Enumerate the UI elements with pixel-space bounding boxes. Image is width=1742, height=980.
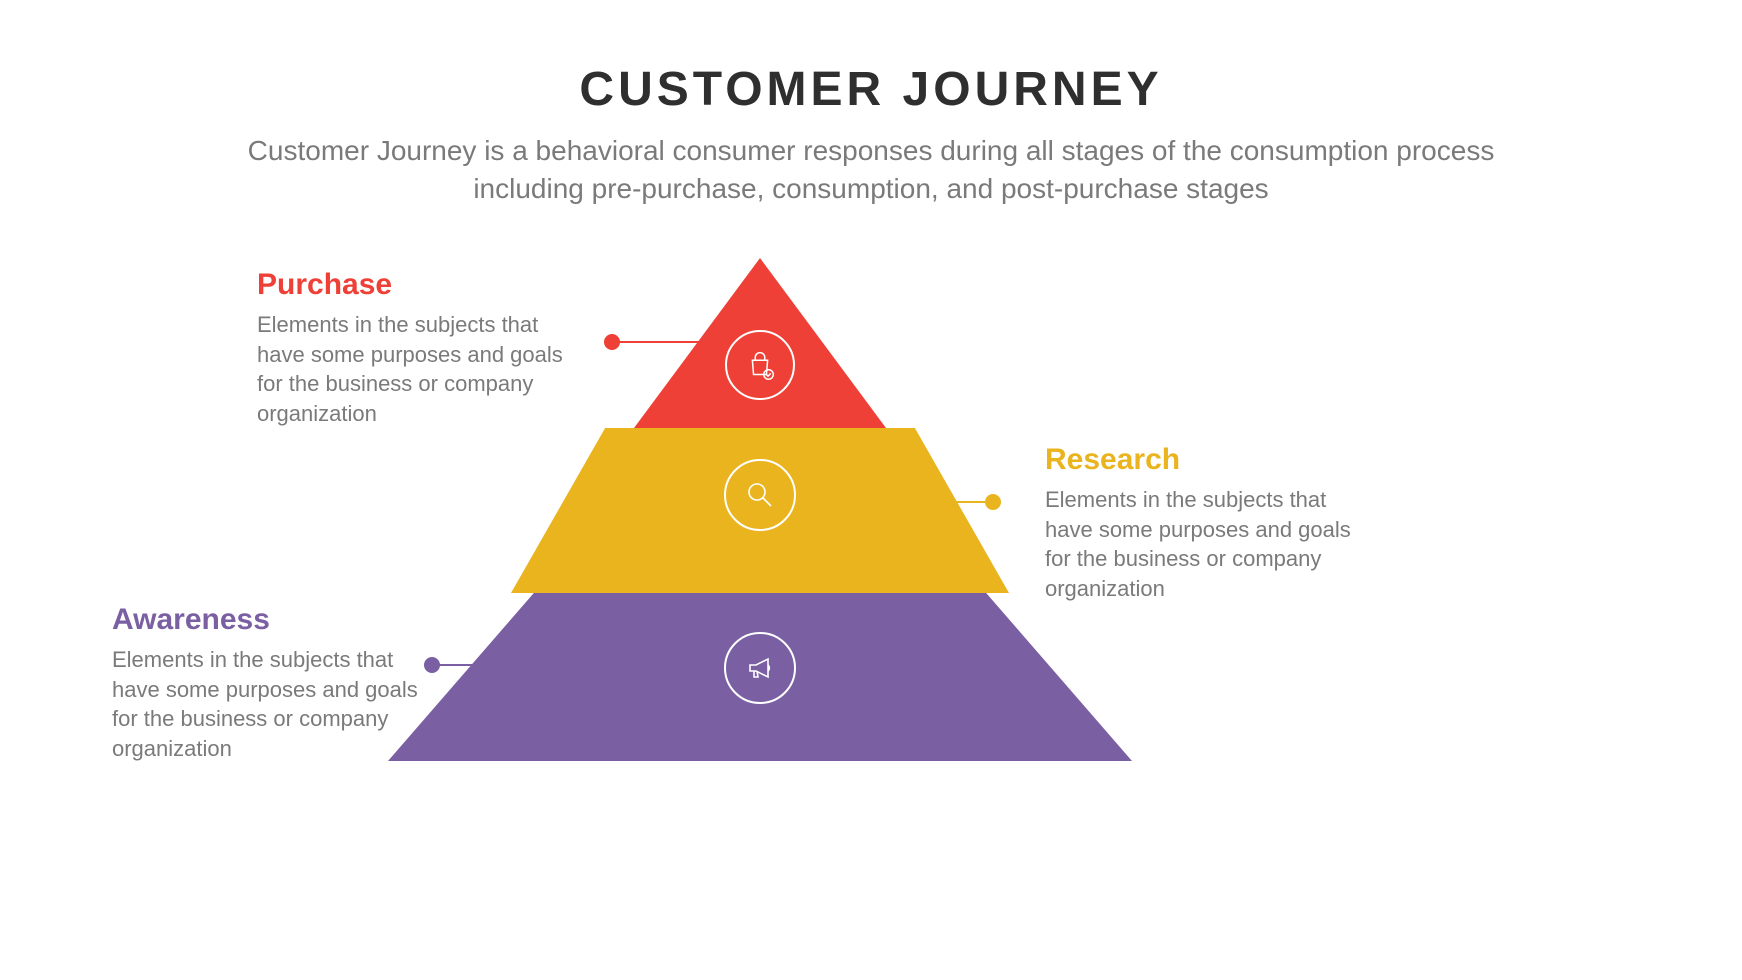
callout-purchase: Purchase Elements in the subjects that h… (257, 268, 587, 429)
leader-research (896, 501, 993, 503)
megaphone-icon (724, 632, 796, 704)
leader-dot (604, 334, 620, 350)
pyramid-band-awareness (388, 593, 1132, 761)
callout-research: Research Elements in the subjects that h… (1045, 443, 1375, 604)
leader-purchase (612, 341, 710, 343)
pyramid-band-research (511, 428, 1009, 593)
callout-heading: Awareness (112, 603, 442, 637)
page-title: CUSTOMER JOURNEY (0, 62, 1742, 117)
callout-body: Elements in the subjects that have some … (257, 310, 587, 429)
bag-check-icon (725, 330, 795, 400)
leader-dot (985, 494, 1001, 510)
pyramid-band-purchase (634, 258, 886, 428)
callout-heading: Research (1045, 443, 1375, 477)
leader-awareness (432, 664, 530, 666)
magnifier-icon (724, 459, 796, 531)
callout-awareness: Awareness Elements in the subjects that … (112, 603, 442, 764)
infographic-canvas: CUSTOMER JOURNEY Customer Journey is a b… (0, 0, 1742, 980)
page-subtitle: Customer Journey is a behavioral consume… (191, 132, 1551, 208)
callout-body: Elements in the subjects that have some … (112, 645, 442, 764)
callout-body: Elements in the subjects that have some … (1045, 485, 1375, 604)
callout-heading: Purchase (257, 268, 587, 302)
